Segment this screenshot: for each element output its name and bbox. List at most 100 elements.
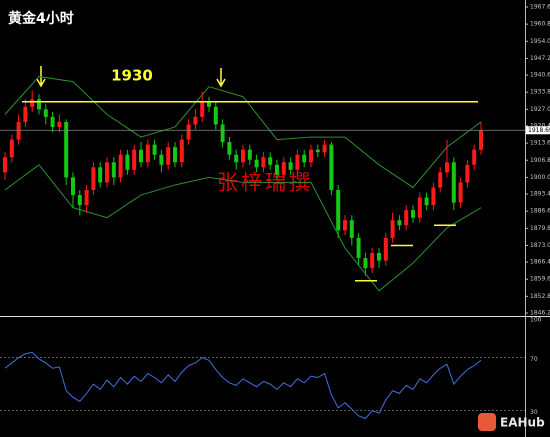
candle-body — [186, 124, 191, 140]
candle-body — [356, 237, 361, 259]
y-tick-label: 1960.80 — [530, 21, 550, 28]
bollinger-band — [4, 76, 482, 189]
logo-icon — [478, 413, 496, 431]
candle-body — [431, 187, 436, 206]
candle-body — [234, 154, 239, 163]
candle-body — [207, 101, 211, 107]
candle-body — [377, 253, 381, 261]
candle-body — [159, 154, 164, 165]
candle-body — [417, 197, 422, 218]
candle-body — [200, 101, 205, 117]
y-tick-label: 1900.00 — [530, 174, 550, 181]
candle-body — [322, 144, 327, 153]
candle-body — [118, 154, 123, 178]
y-tick-label: 1940.60 — [530, 72, 550, 79]
candle-body — [132, 149, 137, 170]
rsi-tick-label: 30 — [530, 409, 538, 416]
candle-body — [390, 220, 395, 238]
candle-body — [343, 220, 347, 231]
candle-body — [472, 149, 477, 165]
candle-body — [71, 177, 75, 196]
candle-body — [275, 164, 279, 175]
candle-body — [397, 220, 402, 226]
candle-body — [411, 210, 415, 218]
candle-body — [315, 149, 320, 153]
y-tick-label: 1947.20 — [530, 55, 550, 62]
resistance-label: 1930 — [111, 67, 153, 85]
y-tick-label: 1927.00 — [530, 106, 550, 113]
candle-body — [50, 116, 55, 127]
candle-body — [383, 237, 388, 261]
candle-body — [23, 106, 28, 122]
arrow — [36, 66, 46, 88]
candle-body — [336, 189, 341, 231]
candle-body — [193, 116, 198, 125]
candle-body — [288, 162, 293, 170]
candle-body — [77, 195, 82, 206]
last-price-box — [526, 126, 550, 135]
candle-body — [16, 121, 21, 140]
candle-body — [458, 182, 463, 203]
y-tick-label: 1893.40 — [530, 191, 550, 198]
candle-body — [281, 162, 286, 175]
candle-body — [179, 139, 184, 163]
y-tick-label: 1967.60 — [530, 4, 550, 11]
candle-body — [254, 159, 259, 168]
candle-body — [424, 197, 429, 206]
candle-body — [57, 121, 62, 127]
candle-body — [479, 130, 483, 150]
candle-body — [9, 139, 14, 158]
y-tick-label: 1873.00 — [530, 242, 550, 249]
candle-body — [268, 157, 273, 165]
rsi-tick-label: 70 — [530, 356, 538, 363]
candle-body — [451, 162, 456, 203]
rsi-tick-label: 100 — [530, 317, 542, 324]
bollinger-band — [4, 164, 482, 292]
y-tick-label: 1866.40 — [530, 259, 550, 266]
candle-body — [404, 210, 409, 226]
candle-body — [227, 142, 232, 155]
y-tick-label: 1859.60 — [530, 276, 550, 283]
y-tick-label: 1954.00 — [530, 38, 550, 45]
arrow — [216, 68, 226, 88]
candle-body — [3, 157, 7, 173]
candle-body — [349, 220, 354, 238]
candle-body — [152, 144, 157, 155]
rsi-line — [4, 351, 482, 420]
candle-body — [261, 157, 266, 168]
y-tick-label: 1846.20 — [530, 310, 550, 317]
y-tick-label: 1933.80 — [530, 89, 550, 96]
candle-body — [309, 149, 313, 163]
candle-body — [91, 167, 96, 190]
y-tick-label: 1852.80 — [530, 293, 550, 300]
candle-body — [64, 121, 69, 178]
y-tick-label: 1920.40 — [530, 122, 550, 129]
candle-body — [125, 154, 130, 170]
candle-body — [363, 258, 368, 269]
candle-body — [213, 106, 218, 125]
candle-body — [247, 149, 252, 160]
chart-title: 黄金4小时 — [8, 10, 74, 27]
candle-body — [370, 253, 375, 269]
candle-body — [438, 172, 443, 188]
y-tick-label: 1879.80 — [530, 225, 550, 232]
candle-body — [329, 144, 334, 190]
candle-body — [30, 99, 35, 107]
candle-body — [220, 124, 225, 143]
candle-body — [43, 109, 48, 117]
last-price-label: 1918.69 — [528, 127, 550, 134]
candle-body — [105, 162, 109, 183]
candle-body — [111, 162, 116, 178]
y-tick-label: 1886.60 — [530, 208, 550, 215]
y-tick-label: 1906.80 — [530, 157, 550, 164]
candle-body — [145, 144, 150, 163]
y-tick-label: 1913.60 — [530, 140, 550, 147]
candle-body — [166, 147, 171, 165]
candle-body — [98, 167, 103, 183]
candle-body — [139, 149, 143, 163]
candle-body — [445, 162, 449, 173]
candle-body — [37, 99, 41, 110]
candle-body — [302, 154, 307, 163]
